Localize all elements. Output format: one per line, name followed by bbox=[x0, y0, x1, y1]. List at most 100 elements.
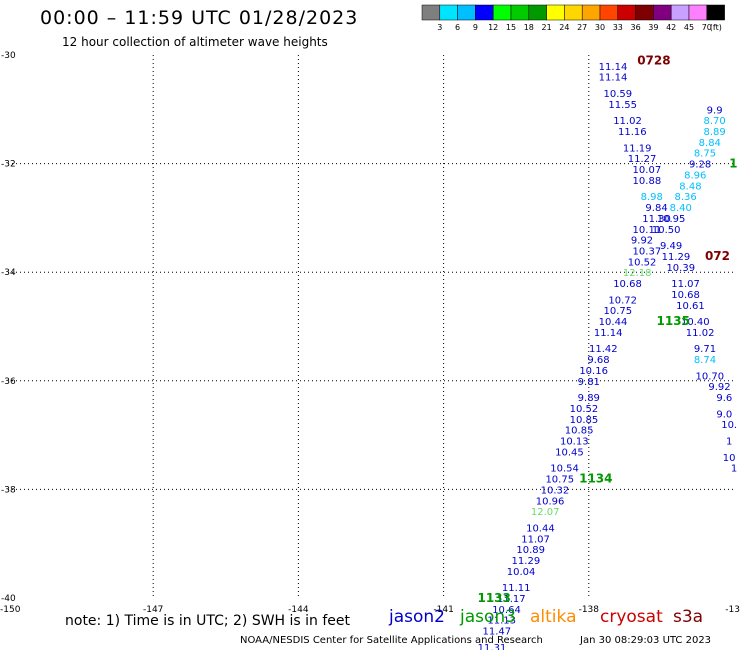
swh-value-label: 8.84 bbox=[699, 138, 721, 149]
swh-value-label: 9.68 bbox=[587, 355, 609, 366]
colorbar-label: 30 bbox=[595, 23, 605, 32]
y-tick-label: -32 bbox=[1, 160, 16, 170]
swh-value-label: 10.04 bbox=[507, 567, 536, 578]
colorbar-swatch bbox=[707, 5, 725, 20]
satellite-jason3: jason3 bbox=[460, 607, 516, 627]
swh-value-label: 10.32 bbox=[541, 485, 570, 496]
pass-time-label: 1134 bbox=[579, 472, 612, 486]
colorbar-swatch bbox=[529, 5, 547, 20]
colorbar-label: 39 bbox=[648, 23, 658, 32]
colorbar-label: 21 bbox=[542, 23, 552, 32]
colorbar-label: 6 bbox=[455, 23, 460, 32]
swh-value-label: 10.44 bbox=[526, 523, 555, 534]
pass-time-label: 1135 bbox=[657, 314, 690, 328]
chart-subtitle: 12 hour collection of altimeter wave hei… bbox=[62, 35, 328, 49]
swh-value-label: 9.28 bbox=[689, 160, 711, 171]
colorbar-swatch bbox=[493, 5, 511, 20]
y-tick-label: -30 bbox=[1, 51, 16, 61]
pass-time-label: 1133 bbox=[477, 591, 510, 605]
swh-value-label: 10.85 bbox=[570, 415, 599, 426]
swh-value-label: 8.48 bbox=[679, 181, 701, 192]
swh-value-label: 11.07 bbox=[521, 534, 550, 545]
swh-value-label: 10.39 bbox=[666, 263, 695, 274]
swh-value-label: 11.07 bbox=[671, 279, 700, 290]
colorbar-label: 3 bbox=[437, 23, 442, 32]
swh-value-label: 10.68 bbox=[671, 290, 700, 301]
chart-title: 00:00 – 11:59 UTC 01/28/2023 bbox=[40, 7, 358, 29]
swh-value-label: 9.49 bbox=[660, 241, 682, 252]
swh-value-label: 11.16 bbox=[618, 127, 647, 138]
swh-value-label: 9.92 bbox=[631, 236, 653, 247]
swh-value-label: 10.37 bbox=[633, 246, 662, 257]
x-tick-label: -150 bbox=[0, 605, 21, 615]
colorbar-swatch bbox=[564, 5, 582, 20]
x-tick-label: -138 bbox=[579, 605, 600, 615]
pass-time-label: 072 bbox=[705, 249, 730, 263]
timestamp-text: Jan 30 08:29:03 UTC 2023 bbox=[580, 635, 711, 646]
swh-value-label: 11.14 bbox=[594, 328, 623, 339]
y-tick-label: -34 bbox=[1, 268, 16, 278]
swh-value-label: 10.95 bbox=[657, 214, 686, 225]
colorbar-label: 45 bbox=[684, 23, 694, 32]
colorbar-swatch bbox=[440, 5, 458, 20]
satellite-s3a: s3a bbox=[673, 607, 703, 627]
credit-text: NOAA/NESDIS Center for Satellite Applica… bbox=[240, 635, 543, 646]
colorbar-label: 15 bbox=[506, 23, 516, 32]
colorbar-swatch bbox=[475, 5, 493, 20]
swh-value-label: 9.6 bbox=[716, 393, 732, 404]
swh-value-label: 10.13 bbox=[560, 437, 589, 448]
swh-value-label: 9.84 bbox=[645, 203, 667, 214]
swh-value-label: 8.36 bbox=[674, 192, 696, 203]
y-tick-label: -40 bbox=[1, 594, 16, 604]
pass-time-label: 1 bbox=[729, 157, 737, 171]
swh-value-label: 10.07 bbox=[633, 165, 662, 176]
swh-value-label: 9.81 bbox=[578, 377, 600, 388]
colorbar-swatch bbox=[636, 5, 654, 20]
satellite-cryosat: cryosat bbox=[600, 607, 663, 627]
colorbar-label: 24 bbox=[559, 23, 569, 32]
swh-value-label: 10.54 bbox=[550, 464, 579, 475]
swh-value-label: 10.52 bbox=[570, 404, 599, 415]
swh-value-label: 11.02 bbox=[686, 328, 715, 339]
swh-value-label: 10.89 bbox=[516, 545, 545, 556]
colorbar-swatch bbox=[422, 5, 440, 20]
swh-value-label: 10.52 bbox=[628, 257, 657, 268]
y-tick-label: -38 bbox=[1, 485, 16, 495]
colorbar-label: 42 bbox=[666, 23, 676, 32]
swh-value-label: 9.9 bbox=[707, 105, 723, 116]
swh-value-label: 8.40 bbox=[670, 203, 692, 214]
swh-value-label: 8.74 bbox=[694, 355, 716, 366]
colorbar-swatch bbox=[671, 5, 689, 20]
swh-value-label: 9.0 bbox=[716, 409, 732, 420]
colorbar-label: 12 bbox=[488, 23, 498, 32]
colorbar-swatch bbox=[458, 5, 476, 20]
colorbar-label: 27 bbox=[577, 23, 587, 32]
pass-time-label: 0728 bbox=[637, 53, 670, 67]
swh-value-label: 9.71 bbox=[694, 344, 716, 355]
colorbar-swatch bbox=[600, 5, 618, 20]
colorbar-label: 18 bbox=[524, 23, 534, 32]
swh-value-label: 11.02 bbox=[613, 116, 642, 127]
swh-value-label: 9.89 bbox=[578, 393, 600, 404]
swh-value-label: 8.89 bbox=[704, 127, 726, 138]
swh-value-label: 10 bbox=[723, 453, 736, 464]
swh-value-label: 8.98 bbox=[641, 192, 663, 203]
swh-value-label: 10.45 bbox=[555, 447, 584, 458]
swh-value-label: 1 bbox=[726, 437, 732, 448]
swh-value-label: 1 bbox=[731, 464, 737, 475]
swh-value-label: 10.68 bbox=[613, 279, 642, 290]
swh-value-label: 11.55 bbox=[608, 100, 637, 111]
swh-value-label: 10.61 bbox=[676, 301, 705, 312]
swh-value-label: 10.85 bbox=[565, 426, 594, 437]
swh-value-label: 10.59 bbox=[604, 89, 633, 100]
swh-value-label: 10.75 bbox=[545, 475, 574, 486]
swh-value-label: 10.70 bbox=[695, 371, 724, 382]
colorbar-swatch bbox=[618, 5, 636, 20]
colorbar-label: 36 bbox=[631, 23, 641, 32]
satellite-jason2: jason2 bbox=[389, 607, 445, 627]
colorbar-unit: (ft) bbox=[710, 23, 722, 32]
swh-value-label: 10. bbox=[721, 420, 737, 431]
swh-value-label: 8.70 bbox=[704, 116, 726, 127]
swh-value-label: 12.18 bbox=[623, 268, 652, 279]
swh-value-label: 10.96 bbox=[536, 496, 565, 507]
